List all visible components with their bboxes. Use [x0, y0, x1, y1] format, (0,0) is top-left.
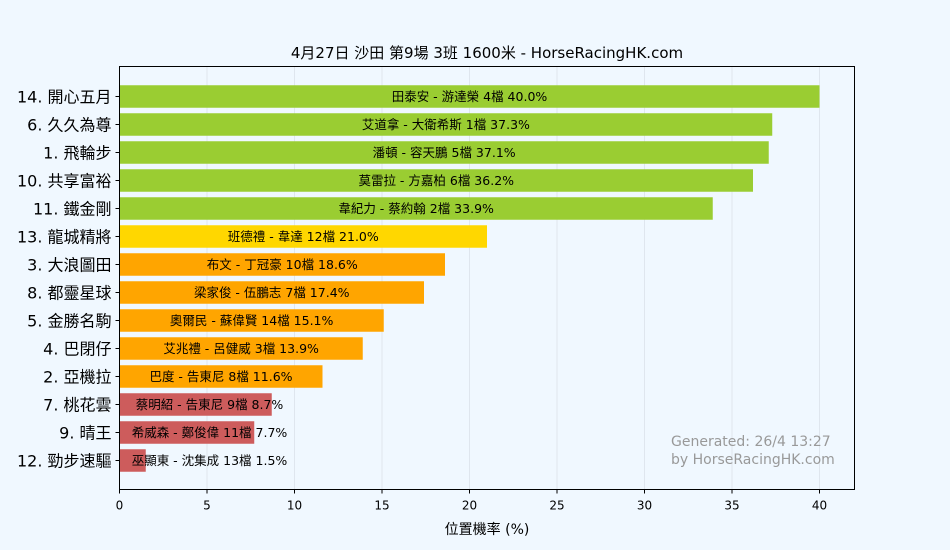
- bar: [119, 393, 272, 416]
- y-tick-label: 14. 開心五月: [17, 88, 112, 107]
- y-axis-labels: 14. 開心五月 6. 久久為尊 1. 飛輪步 10. 共享富裕 11. 鐵金剛 13. …: [17, 88, 120, 471]
- x-axis-ticks: 0 5 10 15 20 25 30 35 40: [116, 489, 827, 513]
- bar-value-label: 莫雷拉 - 方嘉柏 6檔 36.2%: [358, 173, 514, 188]
- bar: [119, 421, 255, 444]
- x-tick-label: 0: [116, 499, 124, 513]
- y-tick-label: 5. 金勝名駒: [27, 312, 111, 331]
- y-tick-label: 2. 亞機拉: [43, 368, 111, 387]
- bar-value-label: 希威森 - 鄭俊偉 11檔 7.7%: [132, 425, 288, 440]
- grid-lines: [119, 66, 820, 490]
- bar: [119, 309, 384, 332]
- bar-value-label: 布文 - 丁冠豪 10檔 18.6%: [207, 257, 358, 272]
- y-tick-label: 13. 龍城精將: [17, 228, 112, 247]
- bars: [119, 85, 820, 472]
- bar: [119, 197, 713, 220]
- y-tick-label: 11. 鐵金剛: [33, 200, 112, 219]
- bar-value-label: 田泰安 - 游達榮 4檔 40.0%: [392, 89, 548, 104]
- bar-value-label: 韋紀力 - 蔡約翰 2檔 33.9%: [338, 201, 494, 216]
- bar: [119, 365, 323, 388]
- bar: [119, 113, 773, 136]
- bar: [119, 253, 445, 276]
- bar-value-label: 梁家俊 - 伍鵬志 7檔 17.4%: [194, 285, 350, 300]
- bar: [119, 337, 363, 360]
- x-tick-label: 35: [724, 499, 739, 513]
- y-tick-label: 1. 飛輪步: [43, 144, 111, 163]
- bar-labels: 田泰安 - 游達榮 4檔 40.0% 艾道拿 - 大衛希斯 1檔 37.3% 潘頓 …: [132, 89, 548, 468]
- x-tick-label: 10: [287, 499, 302, 513]
- y-tick-label: 8. 都靈星球: [27, 284, 111, 303]
- bar: [119, 281, 424, 304]
- bar-value-label: 奧爾民 - 蘇偉賢 14檔 15.1%: [170, 313, 334, 328]
- bar-value-label: 潘頓 - 容天鵬 5檔 37.1%: [373, 145, 516, 160]
- y-tick-label: 4. 巴閉仔: [43, 340, 111, 359]
- watermark-generated: Generated: 26/4 13:27: [671, 434, 831, 450]
- x-tick-label: 25: [549, 499, 564, 513]
- bar-value-label: 艾兆禮 - 呂健威 3檔 13.9%: [163, 341, 319, 356]
- chart-title: 4月27日 沙田 第9場 3班 1600米 - HorseRacingHK.co…: [291, 44, 683, 62]
- bar: [119, 449, 146, 472]
- bar: [119, 141, 769, 164]
- bar-value-label: 巴度 - 告東尼 8檔 11.6%: [149, 369, 292, 384]
- y-tick-label: 3. 大浪圖田: [27, 256, 111, 275]
- watermark-site: by HorseRacingHK.com: [671, 452, 835, 468]
- y-tick-label: 12. 勁步速驅: [17, 452, 112, 471]
- bar-value-label: 蔡明紹 - 告東尼 9檔 8.7%: [136, 397, 284, 412]
- x-tick-label: 40: [812, 499, 827, 513]
- x-tick-label: 5: [203, 499, 211, 513]
- bar: [119, 85, 820, 108]
- plot-frame: [119, 66, 855, 490]
- x-axis-label: 位置機率 (%): [445, 521, 530, 538]
- y-tick-label: 6. 久久為尊: [27, 116, 111, 135]
- x-tick-label: 30: [637, 499, 652, 513]
- y-tick-label: 9. 晴王: [59, 424, 111, 443]
- y-tick-label: 7. 桃花雲: [43, 396, 111, 415]
- bar-value-label: 班德禮 - 韋達 12檔 21.0%: [228, 229, 379, 244]
- y-tick-label: 10. 共享富裕: [17, 172, 112, 191]
- bar-value-label: 艾道拿 - 大衛希斯 1檔 37.3%: [362, 117, 530, 132]
- x-tick-label: 15: [374, 499, 389, 513]
- x-tick-label: 20: [462, 499, 477, 513]
- bar: [119, 169, 753, 192]
- bar: [119, 225, 487, 248]
- bar-value-label: 巫顯東 - 沈集成 13檔 1.5%: [132, 453, 288, 468]
